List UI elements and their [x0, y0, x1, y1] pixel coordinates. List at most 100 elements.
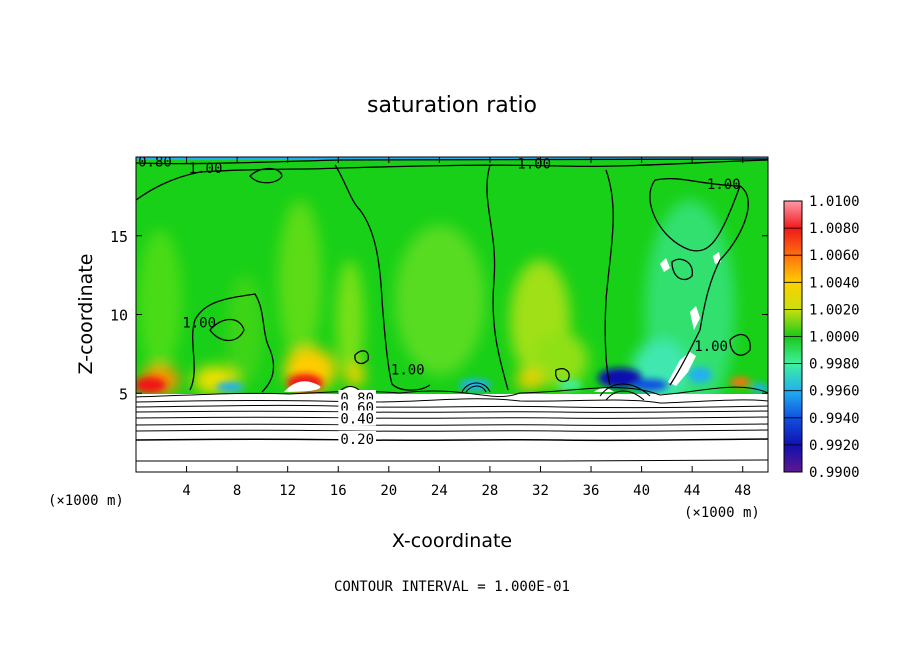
colorbar-label: 1.0080	[809, 221, 860, 237]
x-tick-label: 8	[233, 483, 241, 499]
colorbar-segment	[784, 201, 802, 229]
contour-line	[461, 382, 491, 393]
colorbar-segment	[784, 282, 802, 310]
field-blob	[336, 260, 364, 380]
colorbar-label: 0.9940	[809, 411, 860, 427]
contour-label: 1.00	[182, 315, 216, 331]
y-axis-label: Z-coordinate	[75, 254, 97, 375]
chart-title: saturation ratio	[367, 93, 537, 118]
contour-line	[486, 164, 509, 391]
contour-label: 0.40	[340, 411, 374, 427]
x-tick-label: 20	[380, 483, 397, 499]
y-tick-label: 10	[110, 307, 128, 325]
contour-line	[671, 258, 693, 281]
field-blob	[138, 230, 182, 370]
contour-line	[209, 318, 245, 342]
colorbar-segment	[784, 417, 802, 446]
colorbar-label: 0.9920	[809, 438, 860, 454]
contour-label: 1.00	[391, 363, 425, 379]
field-blob	[345, 363, 365, 387]
colorbar-segment	[784, 363, 802, 392]
contour-line	[354, 350, 369, 365]
contour-line	[249, 167, 283, 184]
colorbar-segment	[784, 228, 802, 256]
contour-line	[136, 398, 768, 404]
contour-label: 1.00	[707, 177, 741, 193]
field-blob	[278, 200, 322, 360]
field-blob	[688, 367, 712, 383]
colorbar-segment	[784, 444, 802, 473]
field-blob	[532, 332, 588, 388]
plot-area: 0.80 1.00 1.001.001.001.001.000.800.600.40…	[136, 155, 768, 472]
field-blob	[136, 377, 166, 393]
x-tick-label: 32	[532, 483, 549, 499]
colorbar-segment	[784, 390, 802, 419]
colorbar-segment	[784, 309, 802, 337]
contour-interval-note: CONTOUR INTERVAL = 1.000E-01	[334, 579, 570, 595]
contour-line	[465, 385, 487, 393]
contour-label: 1.00	[517, 156, 551, 172]
white-patch	[594, 388, 614, 392]
x-tick-label: 4	[182, 483, 190, 499]
field-blob	[227, 275, 263, 385]
white-patch	[690, 306, 700, 330]
contour-line	[605, 390, 645, 401]
x-tick-label: 44	[684, 483, 701, 499]
contour-line	[136, 158, 768, 165]
contour-line	[729, 333, 751, 356]
field-blob	[730, 377, 750, 387]
y-tick-label: 5	[119, 385, 128, 403]
colorbar-segment	[784, 255, 802, 283]
contour-line	[136, 410, 768, 413]
colorbar-label: 1.0020	[809, 302, 860, 318]
colorbar-label: 1.0040	[809, 275, 860, 291]
contour-label: 0.80	[138, 155, 172, 171]
colorbar-label: 0.9900	[809, 465, 860, 481]
contour-label: 1.00	[694, 339, 728, 355]
contour-label-bg	[338, 430, 376, 446]
field-blob	[216, 382, 244, 392]
field-blob	[558, 380, 582, 390]
contour-line	[136, 438, 768, 442]
contour-line	[604, 169, 614, 386]
top-edge-band	[136, 157, 768, 160]
white-patch	[660, 258, 670, 272]
x-tick-label: 28	[481, 483, 498, 499]
x-axis-label: X-coordinate	[392, 530, 512, 552]
colorbar-label: 0.9960	[809, 384, 860, 400]
x-unit-left: (×1000 m)	[48, 493, 124, 509]
x-unit-right: (×1000 m)	[684, 505, 760, 521]
contour-line	[189, 293, 275, 393]
x-tick-label: 48	[734, 483, 751, 499]
upper-contours	[136, 158, 768, 393]
contour-line	[555, 368, 570, 383]
x-tick-label: 40	[633, 483, 650, 499]
field-blob	[632, 379, 668, 391]
x-tick-label: 24	[431, 483, 448, 499]
colorbar-label: 1.0000	[809, 330, 860, 346]
lower-contours	[136, 386, 768, 462]
colorbar-label: 1.0060	[809, 248, 860, 264]
contour-line	[136, 423, 768, 426]
colorbar-label: 1.0100	[809, 194, 860, 210]
y-tick-label: 15	[110, 228, 128, 246]
contour-line	[136, 386, 768, 398]
contour-line	[654, 177, 749, 386]
contour-line	[599, 383, 651, 397]
colorbar: 1.0100 1.0080 1.0060 1.0040 1.0020 1.0000 0.99…	[783, 194, 860, 481]
field-blob	[516, 370, 544, 390]
contour-line	[136, 429, 768, 432]
contour-line	[136, 416, 768, 419]
contour-label: 1.00	[189, 161, 223, 177]
x-tick-label: 16	[330, 483, 347, 499]
x-axis-ticks: 4 8 12 16 20 24 28 32 36 40 44 48	[182, 157, 751, 499]
y-axis-ticks: 5 10 15	[110, 228, 768, 403]
contour-label-bg	[338, 410, 376, 426]
contour-labels: 0.80 1.00 1.001.001.001.001.000.800.600.40…	[138, 155, 741, 448]
x-tick-label: 12	[279, 483, 296, 499]
contour-line	[136, 159, 768, 201]
colorbar-label: 0.9980	[809, 357, 860, 373]
colorbar-segment	[784, 336, 802, 365]
field-blob	[395, 225, 485, 375]
